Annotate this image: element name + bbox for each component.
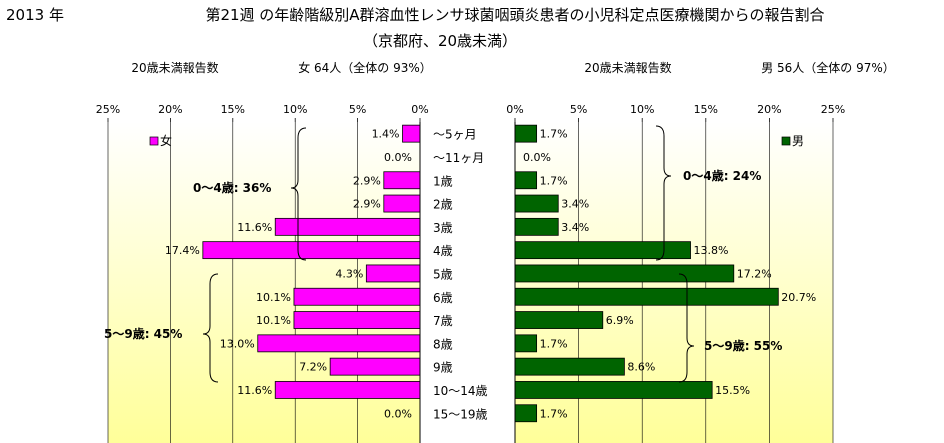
female-bar	[274, 381, 421, 399]
left-tick-label: 25%	[96, 103, 120, 116]
female-value-label: 11.6%	[237, 221, 272, 234]
age-category-label: 〜5ヶ月	[433, 128, 477, 142]
left-tick-label: 15%	[221, 103, 245, 116]
female-bar	[329, 357, 421, 376]
right-tick-label: 10%	[630, 103, 654, 116]
female-bar	[365, 264, 421, 283]
female-value-label: 2.9%	[353, 174, 381, 187]
female-bar	[274, 217, 421, 236]
female-value-label: 1.4%	[372, 128, 400, 141]
left-summary: 女 64人（全体の 93%）	[298, 60, 432, 75]
male-bars	[514, 124, 779, 423]
male-bar	[514, 404, 538, 423]
male-value-labels: 1.7% 0.0% 1.7% 3.4% 3.4% 13.8% 17.2% 20.7% 6.9% 1…	[523, 128, 816, 421]
male-bar	[514, 217, 559, 236]
male-legend-swatch	[781, 136, 791, 146]
male-value-label: 1.7%	[540, 407, 568, 420]
male-legend-label: 男	[792, 134, 804, 148]
age-category-label: 3歳	[433, 221, 453, 235]
age-category-label: 5歳	[433, 267, 453, 281]
male-value-label: 1.7%	[540, 128, 568, 141]
chart-subtitle: （京都府、20歳未満）	[363, 32, 517, 50]
right-bracket-label-0-4: 0〜4歳: 24%	[683, 168, 761, 183]
female-bar	[402, 124, 421, 143]
male-value-label: 0.0%	[523, 151, 551, 164]
age-category-label: 7歳	[433, 314, 453, 328]
age-category-label: 10〜14歳	[433, 384, 488, 398]
male-value-label: 1.7%	[540, 337, 568, 350]
male-value-label: 3.4%	[561, 198, 589, 211]
age-category-label: 15〜19歳	[433, 407, 488, 421]
age-category-label: 8歳	[433, 337, 453, 351]
female-value-label: 0.0%	[384, 407, 412, 420]
male-bar	[514, 194, 559, 213]
male-value-label: 8.6%	[627, 361, 655, 374]
female-value-label: 0.0%	[384, 151, 412, 164]
female-value-label: 7.2%	[299, 361, 327, 374]
left-tick-label: 0%	[411, 103, 428, 116]
left-tick-label: 10%	[283, 103, 307, 116]
age-category-label: 2歳	[433, 198, 453, 212]
male-bar	[514, 124, 538, 143]
female-value-label: 10.1%	[256, 314, 291, 327]
female-legend-swatch	[149, 136, 159, 146]
left-bracket-label-5-9: 5〜9歳: 45%	[104, 326, 182, 341]
right-caption: 20歳未満報告数	[584, 60, 671, 75]
female-bar	[383, 171, 421, 190]
male-value-label: 3.4%	[561, 221, 589, 234]
female-bar	[383, 194, 421, 213]
right-tick-label: 5%	[570, 103, 587, 116]
male-bar	[514, 287, 779, 306]
female-value-labels: 1.4%0.0%2.9%2.9%11.6%17.4%4.3%10.1%10.1%…	[165, 128, 412, 421]
right-x-tick-labels: 0% 5% 10% 15% 20% 25%	[506, 103, 845, 116]
male-value-label: 17.2%	[737, 267, 772, 280]
age-category-labels: 〜5ヶ月〜11ヶ月 1歳 2歳 3歳 4歳 5歳 6歳 7歳 8歳 9歳 10〜14歳 15〜19歳	[433, 128, 488, 422]
female-value-label: 4.3%	[335, 267, 363, 280]
right-tick-label: 0%	[506, 103, 523, 116]
left-caption: 20歳未満報告数	[131, 60, 218, 75]
male-bar	[514, 171, 538, 190]
right-bracket-label-5-9: 5〜9歳: 55%	[704, 338, 782, 353]
left-bracket-0-4	[290, 127, 307, 261]
male-value-label: 20.7%	[781, 291, 816, 304]
female-value-label: 13.0%	[220, 337, 255, 350]
right-summary: 男 56人（全体の 97%）	[761, 60, 895, 75]
male-bar	[514, 311, 604, 329]
right-tick-label: 15%	[694, 103, 718, 116]
right-bracket-5-9	[678, 273, 695, 383]
age-category-label: 〜11ヶ月	[433, 151, 484, 165]
left-x-tick-labels: 25% 20% 15% 10% 5% 0%	[96, 103, 429, 116]
female-legend-label: 女	[160, 133, 172, 148]
right-tick-label: 25%	[821, 103, 845, 116]
left-tick-label: 5%	[349, 103, 366, 116]
chart-title: 第21週 の年齢階級別A群溶血性レンサ球菌咽頭炎患者の小児科定点医療機関からの報…	[205, 6, 824, 24]
age-category-label: 1歳	[433, 174, 453, 188]
female-value-label: 10.1%	[256, 291, 291, 304]
male-value-label: 1.7%	[540, 174, 568, 187]
female-bar	[293, 287, 421, 306]
left-tick-label: 20%	[158, 103, 182, 116]
age-category-label: 9歳	[433, 361, 453, 375]
female-bar	[293, 311, 421, 329]
male-value-label: 6.9%	[606, 314, 634, 327]
male-value-label: 13.8%	[694, 244, 729, 257]
male-value-label: 15.5%	[715, 384, 750, 397]
age-category-label: 4歳	[433, 244, 453, 258]
male-bar	[514, 264, 735, 283]
female-bar	[202, 241, 421, 260]
male-bar	[514, 381, 713, 399]
right-tick-label: 20%	[757, 103, 781, 116]
left-bracket-label-0-4: 0〜4歳: 36%	[193, 180, 271, 195]
male-bar	[514, 357, 625, 376]
female-value-label: 11.6%	[237, 384, 272, 397]
female-bar	[257, 334, 421, 353]
left-bracket-5-9	[202, 273, 219, 383]
age-category-label: 6歳	[433, 291, 453, 305]
right-bracket-0-4	[655, 125, 672, 261]
year-label: 2013 年	[6, 6, 64, 24]
female-value-label: 17.4%	[165, 244, 200, 257]
female-value-label: 2.9%	[353, 198, 381, 211]
male-bar	[514, 334, 538, 353]
